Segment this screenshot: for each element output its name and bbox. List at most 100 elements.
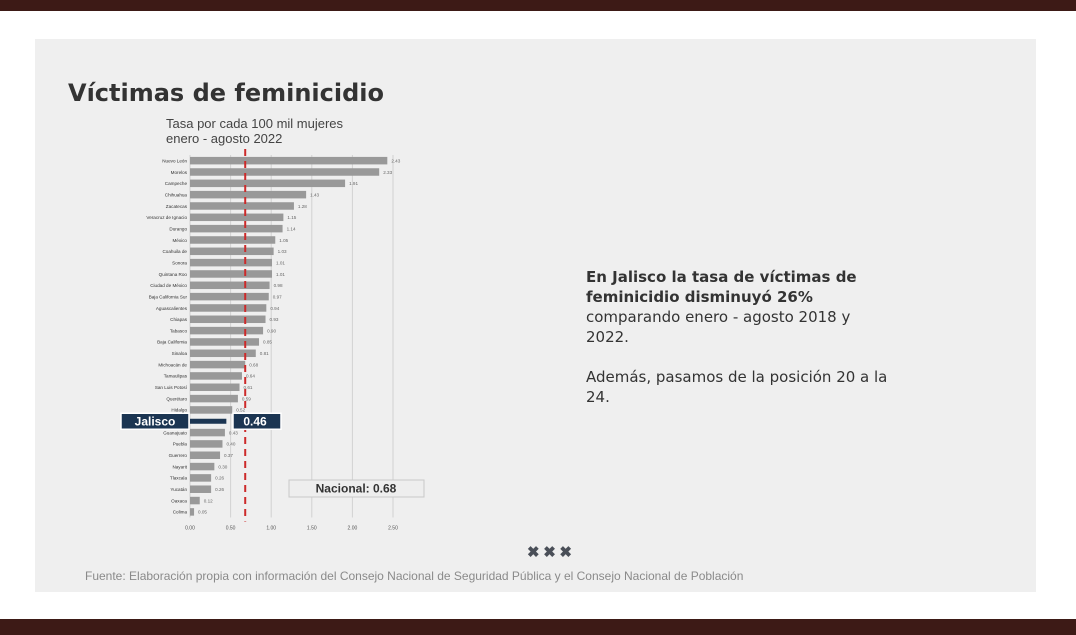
bar (190, 224, 283, 233)
data-label: 1.15 (287, 215, 296, 220)
category-label: Coahuila de (162, 249, 187, 254)
category-label: Tabasco (170, 328, 188, 333)
bar (190, 179, 346, 188)
highlight-value: 0.46 (243, 414, 267, 428)
data-label: 1.91 (349, 181, 358, 186)
bar (190, 462, 215, 471)
bar (190, 326, 264, 335)
feminicide-bar-chart: 0.00 0.50 1.00 1.50 2.00 2.50 Nuevo León 2.43 Mo… (120, 149, 425, 532)
side-text: En Jalisco la tasa de víctimas de femini… (586, 267, 916, 407)
x-mark-icon: ✖ (543, 544, 556, 561)
bar (190, 190, 307, 199)
category-label: Ciudad de México (150, 283, 187, 288)
data-label: 1.43 (310, 192, 319, 197)
data-label: 0.97 (273, 294, 282, 299)
data-label: 0.94 (270, 306, 279, 311)
bottom-border (0, 619, 1076, 635)
data-label: 0.26 (215, 476, 224, 481)
data-label: 0.85 (263, 340, 272, 345)
category-label: Guerrero (169, 453, 188, 458)
data-label: 0.43 (229, 430, 238, 435)
category-label: San Luis Potosí (155, 385, 188, 390)
data-label: 0.37 (224, 453, 233, 458)
category-label: Zacatecas (166, 204, 188, 209)
bar (190, 270, 273, 278)
category-label: México (172, 238, 187, 243)
data-label: 0.30 (218, 464, 227, 469)
category-label: Tamaulipas (164, 374, 188, 379)
category-label: Michoacán de (158, 362, 187, 367)
bar (190, 258, 273, 267)
data-label: 0.64 (246, 374, 255, 379)
x-tick-label: 1.00 (266, 526, 276, 532)
bar (190, 508, 195, 516)
slide-nav-marks: ✖ ✖ ✖ (497, 541, 602, 563)
category-label: Morelos (171, 170, 188, 175)
bar (190, 383, 240, 392)
bar (190, 349, 256, 358)
side-text-line-3: comparando enero - agosto 2018 y (586, 308, 851, 326)
bar (190, 168, 380, 176)
data-label: 0.93 (270, 317, 279, 322)
data-label: 0.12 (204, 498, 213, 503)
bar (190, 156, 388, 165)
bar (190, 236, 276, 244)
category-label: Aguascalientes (156, 306, 188, 311)
side-text-bold-line-1: En Jalisco la tasa de víctimas de (586, 268, 857, 286)
highlight-value-box (232, 412, 282, 431)
data-label: 1.01 (276, 272, 285, 277)
data-label: 2.43 (391, 158, 400, 163)
x-tick-label: 0.50 (226, 526, 236, 532)
reference-label: Nacional: 0.68 (316, 482, 397, 496)
x-tick-label: 2.50 (388, 526, 398, 532)
category-label: Chiapas (170, 317, 188, 322)
x-mark-icon: ✖ (559, 544, 572, 561)
x-tick-label: 2.00 (348, 526, 358, 532)
data-label: 0.05 (198, 510, 207, 515)
x-tick-label: 1.50 (307, 526, 317, 532)
category-label: Quintana Roo (159, 272, 188, 277)
bar (190, 315, 266, 324)
subtitle-line-1: Tasa por cada 100 mil mujeres (166, 116, 344, 131)
data-label: 1.01 (276, 260, 285, 265)
bar (190, 360, 246, 369)
bar (190, 213, 284, 222)
bar (190, 485, 212, 493)
bar (190, 394, 238, 403)
side-text-line-4: 2022. (586, 328, 629, 346)
bar (190, 247, 274, 256)
data-label: 0.68 (249, 362, 258, 367)
category-label: Guanajuato (163, 430, 187, 435)
bar (190, 474, 212, 482)
category-label: Campeche (165, 181, 188, 186)
highlight-label: Jalisco (135, 414, 176, 428)
data-label: 1.28 (298, 204, 307, 209)
subtitle-line-2: enero - agosto 2022 (166, 131, 283, 146)
data-label: 2.33 (383, 170, 392, 175)
data-label: 0.61 (244, 385, 253, 390)
data-label: 1.03 (278, 249, 287, 254)
category-label: Querétaro (166, 396, 187, 401)
category-label: Puebla (173, 442, 188, 447)
data-label: 1.05 (279, 238, 288, 243)
category-label: Nayarit (172, 464, 187, 469)
side-text-bold-line-2: feminicidio disminuyó 26% (586, 288, 813, 306)
category-label: Durango (169, 226, 187, 231)
bar (190, 338, 260, 346)
category-label: Oaxaca (171, 498, 187, 503)
bar (190, 451, 221, 459)
highlight-bar (190, 418, 227, 424)
slide-title: Víctimas de feminicidio (68, 79, 384, 107)
data-label: 0.40 (226, 442, 235, 447)
category-label: Yucatán (170, 487, 187, 492)
category-label: Nuevo León (162, 158, 187, 163)
x-tick-label: 0.00 (185, 526, 195, 532)
category-label: Chihuahua (165, 192, 188, 197)
bar (190, 202, 294, 210)
category-label: Veracruz de Ignacio (146, 215, 187, 220)
data-label: 0.26 (215, 487, 224, 492)
category-label: Colima (173, 510, 188, 515)
reference-label-box (288, 479, 425, 498)
top-border (0, 0, 1076, 11)
data-label: 0.52 (236, 408, 245, 413)
